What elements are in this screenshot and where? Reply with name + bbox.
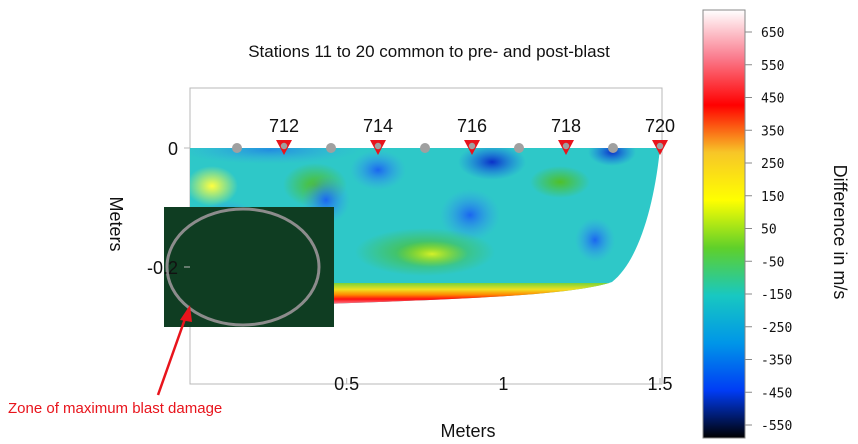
- annotation-arrowhead: [180, 305, 192, 322]
- geophone-marker: [326, 143, 336, 153]
- chart-title: Stations 11 to 20 common to pre- and pos…: [248, 42, 610, 61]
- y-axis: 0 -0.2: [147, 139, 190, 278]
- geophone-marker: [420, 143, 430, 153]
- colorbar: 650 550 450 350 250 150 50 -50 -150 -250 -350 -450 -…: [702, 9, 850, 439]
- colorbar-tick-label: 450: [761, 92, 784, 107]
- annotation-arrow: [156, 315, 188, 396]
- colorbar-tick-label: -50: [761, 255, 784, 270]
- x-tick-label: 1: [498, 374, 508, 394]
- station-label: 720: [645, 116, 675, 136]
- y-tick-label: -0.2: [147, 258, 178, 278]
- colorbar-tick-label: 350: [761, 124, 784, 139]
- station-dot: [468, 142, 476, 150]
- station-dot: [656, 142, 664, 150]
- x-axis-label: Meters: [440, 421, 495, 441]
- y-axis-label: Meters: [106, 196, 126, 251]
- colorbar-tick-label: 150: [761, 190, 784, 205]
- station-label: 712: [269, 116, 299, 136]
- geophone-marker: [232, 143, 242, 153]
- x-tick-label: 1.5: [647, 374, 672, 394]
- geophone-marker: [608, 143, 618, 153]
- damage-annotation: Zone of maximum blast damage: [8, 305, 222, 417]
- colorbar-tick-label: 650: [761, 26, 784, 41]
- geophone-marker: [514, 143, 524, 153]
- colorbar-gradient: [702, 9, 746, 439]
- station-dot: [280, 142, 288, 150]
- annotation-text: Zone of maximum blast damage: [8, 400, 222, 417]
- station-label: 716: [457, 116, 487, 136]
- station-dot: [374, 142, 382, 150]
- colorbar-tick-label: -350: [761, 354, 792, 369]
- damage-zone-mask: [164, 207, 334, 327]
- x-tick-label: 0.5: [334, 374, 359, 394]
- colorbar-label: Difference in m/s: [830, 165, 850, 300]
- colorbar-tick-label: -250: [761, 321, 792, 336]
- station-markers: 712 714 716 718 720: [232, 116, 675, 155]
- colorbar-tick-label: 50: [761, 223, 777, 238]
- colorbar-tick-label: -550: [761, 419, 792, 434]
- station-label: 718: [551, 116, 581, 136]
- colorbar-tick-label: -450: [761, 386, 792, 401]
- x-axis: 0.5 1 1.5: [334, 374, 672, 394]
- station-label: 714: [363, 116, 393, 136]
- y-tick-label: 0: [168, 139, 178, 159]
- colorbar-tick-label: 550: [761, 59, 784, 74]
- colorbar-tick-label: -150: [761, 288, 792, 303]
- damage-zone-outline: [165, 207, 321, 327]
- colorbar-tick-label: 250: [761, 157, 784, 172]
- colorbar-ticks: 650 550 450 350 250 150 50 -50 -150 -250 -350 -450 -…: [745, 26, 792, 434]
- station-dot: [562, 142, 570, 150]
